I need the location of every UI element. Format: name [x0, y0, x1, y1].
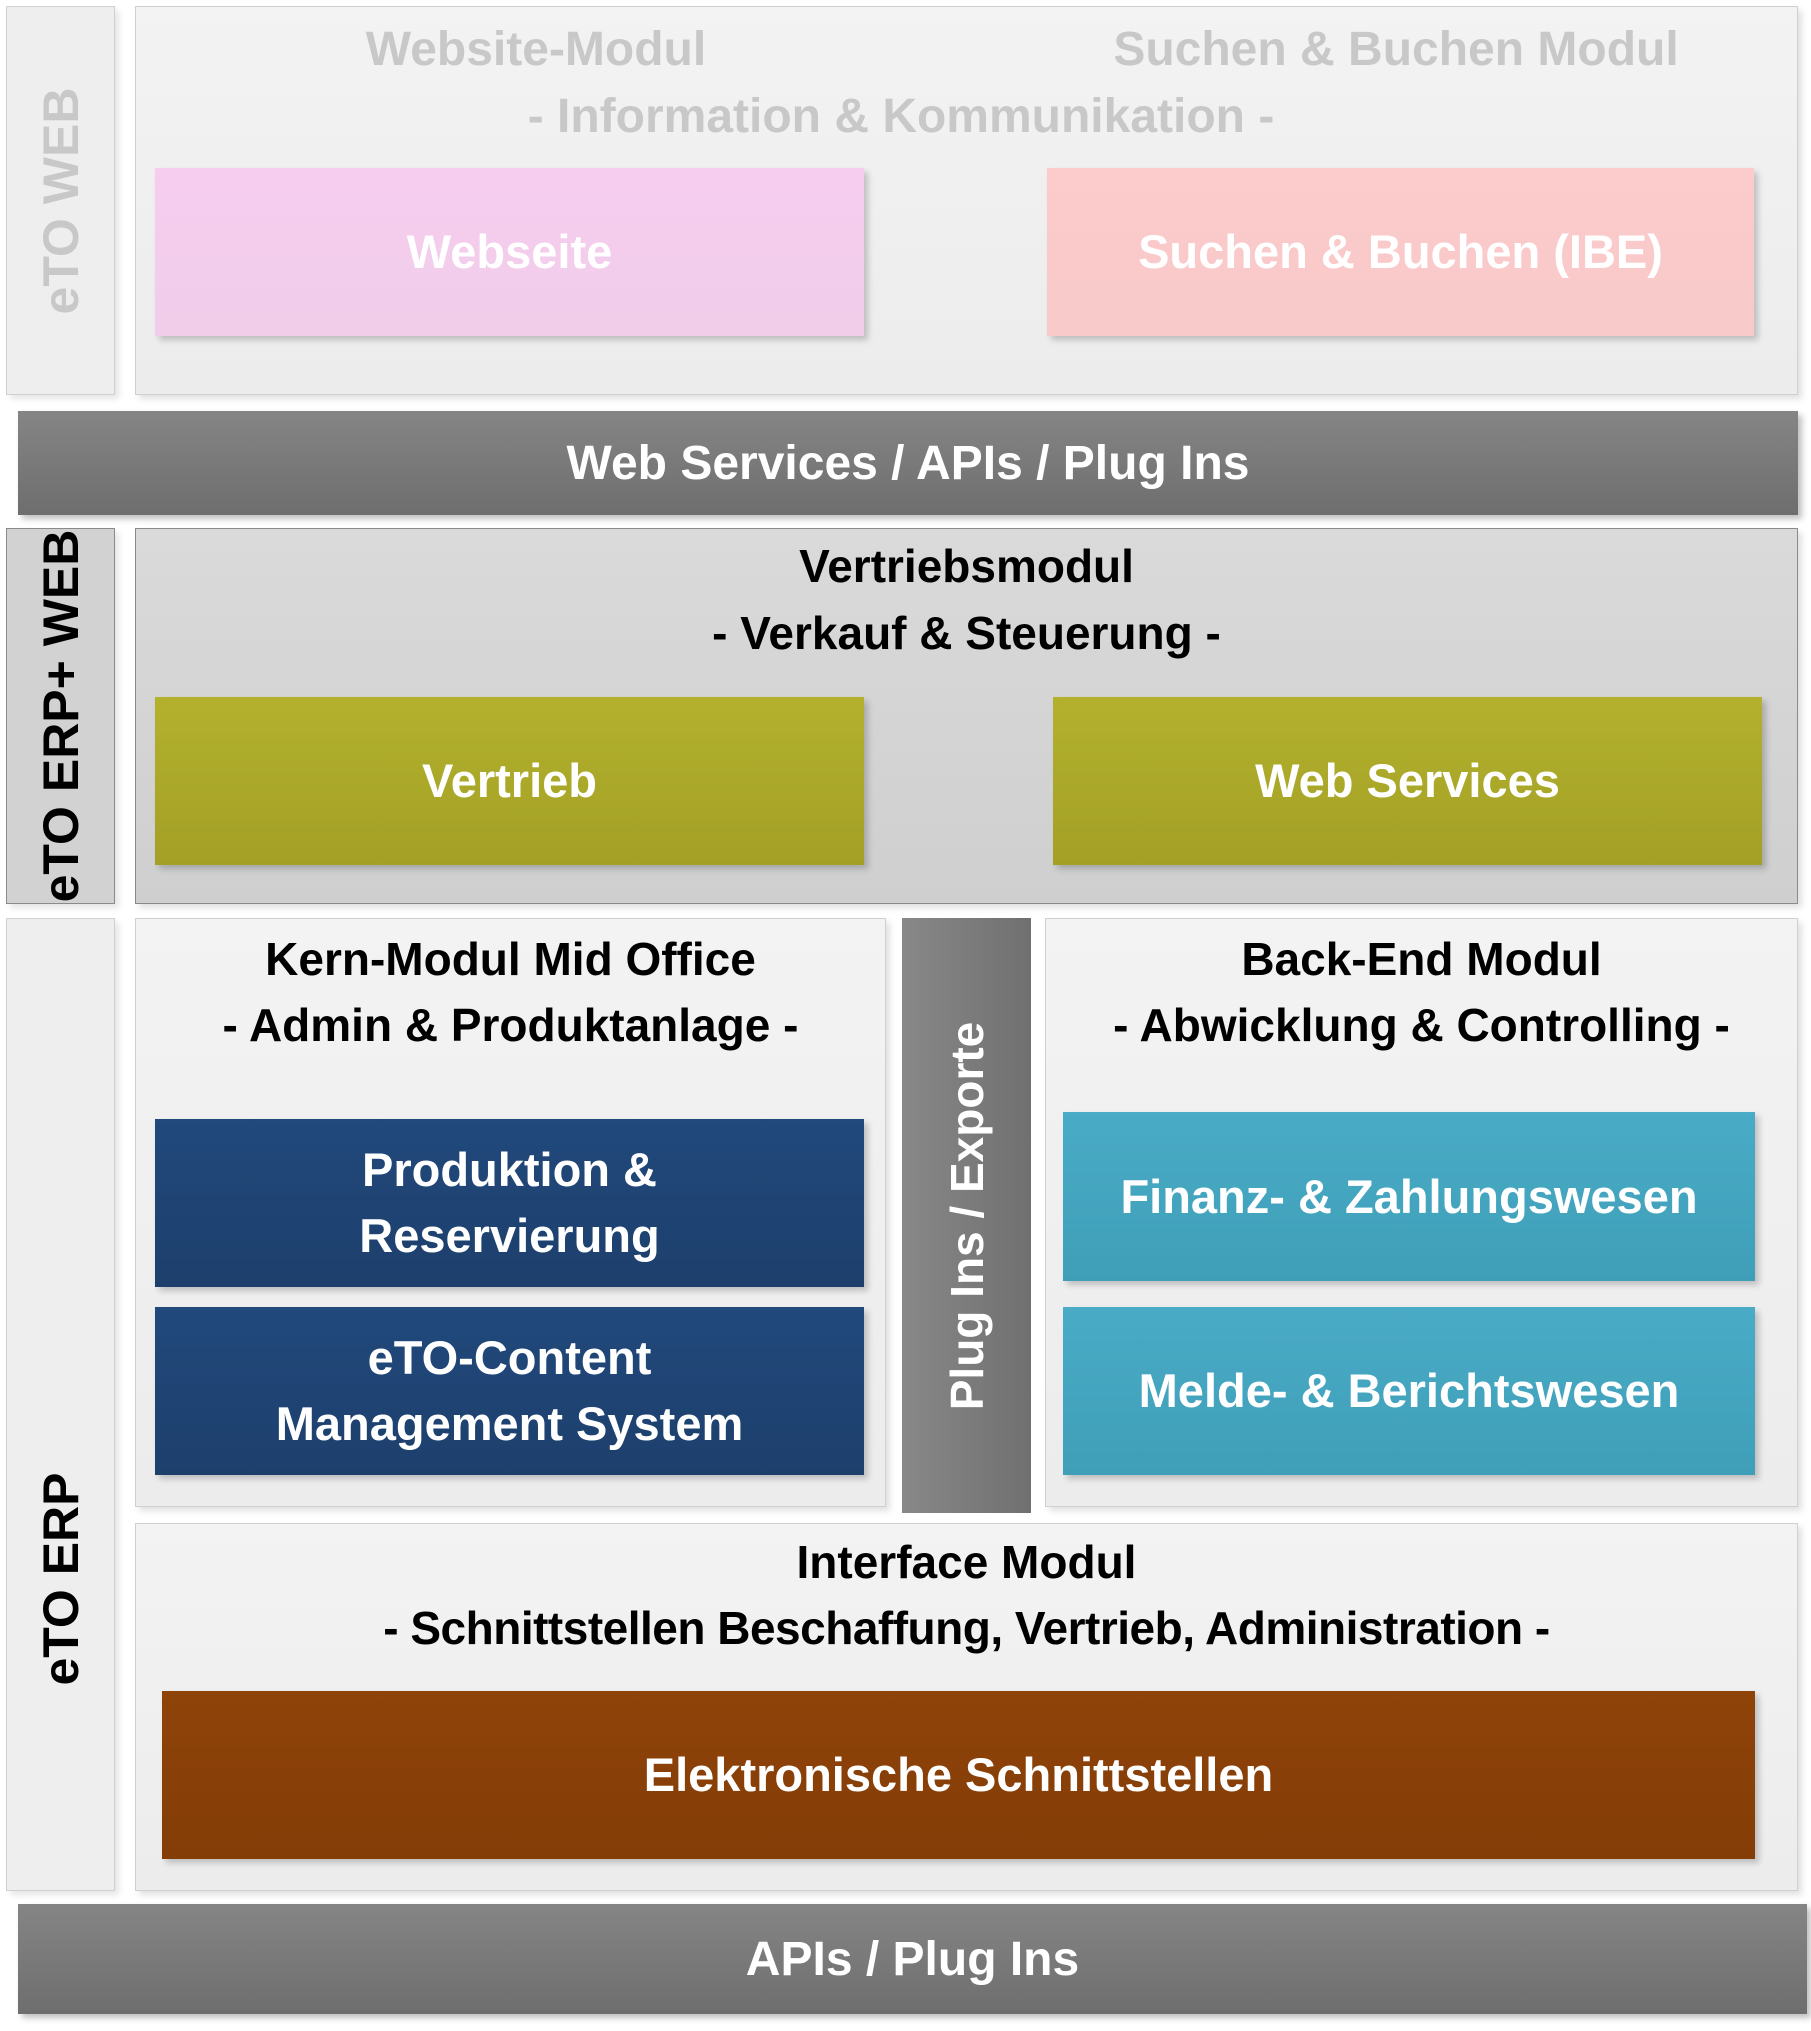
website-module-title: Website-Modul [365, 23, 707, 76]
ibe-box: Suchen & Buchen (IBE) [1047, 168, 1754, 336]
web-services-apis-bar: Web Services / APIs / Plug Ins [18, 411, 1798, 515]
sales-module-title: Vertriebsmodul [799, 540, 1134, 592]
vertrieb-box: Vertrieb [155, 697, 864, 865]
content-management-box: eTO-Content Management System [155, 1307, 864, 1475]
side-label-text: eTO ERP [32, 1472, 89, 1686]
webseite-box: Webseite [155, 168, 864, 336]
backend-module-title: Back-End Modul [1241, 933, 1602, 985]
reporting-box: Melde- & Berichtswesen [1063, 1307, 1755, 1475]
plugins-exports-label: Plug Ins / Exporte [940, 1021, 993, 1410]
plugins-exports-bar: Plug Ins / Exporte [902, 918, 1031, 1513]
web-services-box: Web Services [1053, 697, 1762, 865]
core-module-title: Kern-Modul Mid Office [265, 933, 756, 985]
core-module-subtitle: - Admin & Produktanlage - [222, 999, 799, 1051]
side-label-eto-erp: eTO ERP [6, 918, 115, 1891]
interface-module-subtitle: - Schnittstellen Beschaffung, Vertrieb, … [383, 1602, 1550, 1654]
box-line: Management System [275, 1397, 744, 1450]
finance-payment-box: Finanz- & Zahlungswesen [1063, 1112, 1755, 1281]
apis-plugins-bar: APIs / Plug Ins [18, 1904, 1807, 2014]
produktion-reservierung-box: Produktion & Reservierung [155, 1119, 864, 1287]
side-label-text: eTO WEB [32, 87, 89, 314]
side-label-eto-web: eTO WEB [6, 6, 115, 395]
box-line: eTO-Content [367, 1331, 652, 1384]
website-module-subtitle: - Information & Kommunikation - [527, 90, 1275, 143]
backend-module-subtitle: - Abwicklung & Controlling - [1113, 999, 1730, 1051]
side-label-eto-erp-web: eTO ERP+ WEB [6, 528, 115, 904]
sales-module-subtitle: - Verkauf & Steuerung - [712, 607, 1221, 659]
side-label-text: eTO ERP+ WEB [32, 529, 89, 903]
box-line: Produktion & [361, 1143, 658, 1196]
interface-module-title: Interface Modul [796, 1536, 1137, 1588]
search-book-module-title: Suchen & Buchen Modul [1113, 23, 1679, 76]
box-line: Reservierung [359, 1209, 660, 1262]
electronic-interfaces-box: Elektronische Schnittstellen [162, 1691, 1755, 1859]
